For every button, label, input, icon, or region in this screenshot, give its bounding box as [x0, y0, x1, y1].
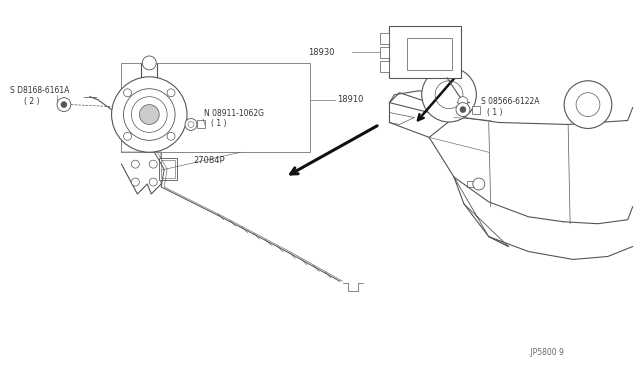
- Bar: [380, 47, 390, 58]
- Circle shape: [167, 89, 175, 97]
- Ellipse shape: [422, 67, 476, 122]
- Circle shape: [460, 107, 466, 113]
- Text: ( 1 ): ( 1 ): [487, 108, 502, 116]
- Bar: [161, 160, 175, 178]
- Circle shape: [124, 132, 131, 140]
- Circle shape: [140, 105, 159, 125]
- Bar: [407, 38, 452, 70]
- Circle shape: [142, 56, 156, 70]
- Circle shape: [131, 178, 140, 186]
- Circle shape: [473, 178, 484, 190]
- Circle shape: [456, 103, 470, 116]
- Text: S 08566-6122A: S 08566-6122A: [481, 97, 540, 106]
- Text: ( 1 ): ( 1 ): [211, 119, 227, 128]
- Bar: [122, 63, 310, 152]
- Circle shape: [149, 160, 157, 168]
- Bar: [390, 26, 461, 78]
- Ellipse shape: [564, 81, 612, 128]
- Circle shape: [131, 160, 140, 168]
- Circle shape: [167, 132, 175, 140]
- Circle shape: [61, 102, 67, 108]
- Bar: [159, 158, 177, 180]
- Text: .JP5800 9: .JP5800 9: [529, 348, 564, 357]
- Bar: [380, 61, 390, 72]
- Text: 18930: 18930: [308, 48, 335, 57]
- Circle shape: [149, 178, 157, 186]
- Circle shape: [185, 119, 197, 131]
- Circle shape: [57, 98, 71, 112]
- Text: ( 2 ): ( 2 ): [24, 97, 40, 106]
- Circle shape: [111, 77, 187, 152]
- Text: N 08911-1062G: N 08911-1062G: [204, 109, 264, 118]
- Bar: [380, 33, 390, 44]
- Bar: [197, 121, 205, 128]
- Text: 18910: 18910: [337, 95, 364, 104]
- Circle shape: [124, 89, 131, 97]
- Text: 27084P: 27084P: [193, 156, 225, 165]
- Text: S D8168-6161A: S D8168-6161A: [10, 86, 70, 95]
- Circle shape: [458, 97, 468, 107]
- Bar: [472, 106, 480, 113]
